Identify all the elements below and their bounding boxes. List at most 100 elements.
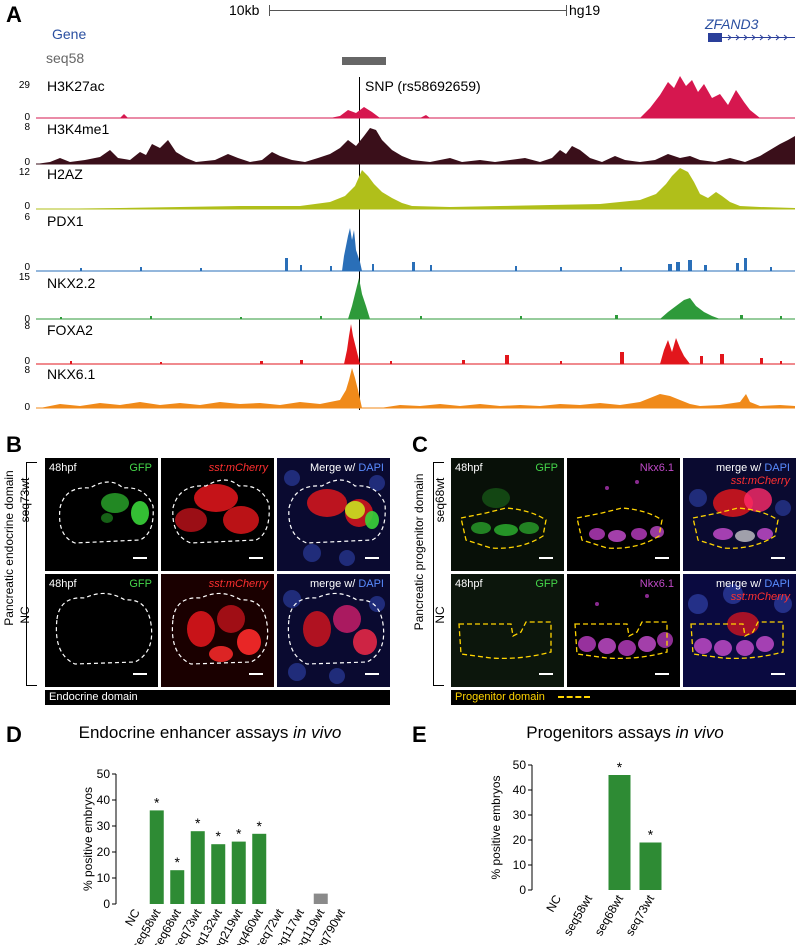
snp-label: SNP (rs58692659)	[365, 78, 481, 94]
gene-track-label: Gene	[52, 26, 87, 42]
nkx22-signal	[36, 278, 795, 320]
y-tick-label: 0	[103, 897, 110, 911]
b-row2-mcherry-image: sst:mCherry	[161, 574, 274, 687]
h3k4me1-signal	[36, 128, 795, 165]
y-tick-label: 0	[519, 883, 526, 897]
y-tick-label: 30	[513, 808, 527, 822]
track-label-h3k27ac: H3K27ac	[47, 78, 105, 94]
h2az-signal	[36, 168, 795, 210]
significance-marker: *	[175, 854, 181, 870]
x-tick-label: seq58wt	[561, 892, 596, 938]
panel-b-side-label: Pancreatic endocrine domain	[2, 470, 16, 626]
panel-c-side-label: Pancreatic progenitor domain	[412, 473, 426, 631]
track-label-h3k4me1: H3K4me1	[47, 121, 110, 137]
significance-marker: *	[216, 828, 222, 844]
y-tick-label: 10	[97, 871, 111, 885]
bar	[190, 831, 205, 904]
bar	[231, 841, 246, 904]
bar	[313, 893, 328, 904]
b-row2-gfp-image: 48hpf GFP	[45, 574, 158, 687]
significance-marker: *	[154, 794, 160, 810]
track-label-h2az: H2AZ	[47, 166, 83, 182]
panel-b-footer: Endocrine domain	[45, 690, 390, 705]
pdx1-signal	[36, 228, 795, 272]
scale-min-h2az: 0	[24, 201, 30, 212]
x-tick-label: NC	[543, 892, 564, 914]
y-axis-label: % positive embryos	[489, 775, 503, 879]
c-row1-gfp-image: 48hpf GFP	[451, 458, 564, 571]
significance-marker: *	[648, 827, 654, 843]
scale-max-h3k27ac: 29	[18, 80, 30, 91]
b-row1-merge-image: Merge w/ DAPI	[277, 458, 390, 571]
scale-bar-label: 10kb	[229, 2, 260, 18]
significance-marker: *	[617, 760, 623, 775]
progenitor-domain-legend-line	[557, 696, 590, 699]
seq-track-label: seq58	[46, 50, 85, 66]
scale-max-h3k4me1: 8	[24, 122, 30, 133]
bar	[211, 844, 226, 904]
y-tick-label: 30	[97, 819, 111, 833]
scale-max-foxa2: 8	[24, 321, 30, 332]
scale-min-nkx61: 0	[24, 402, 30, 413]
significance-marker: *	[257, 818, 263, 834]
b-row1-mcherry-image: sst:mCherry	[161, 458, 274, 571]
bar	[608, 775, 631, 890]
track-label-foxa2: FOXA2	[47, 322, 93, 338]
track-label-pdx1: PDX1	[47, 213, 84, 229]
panel-c-letter: C	[412, 432, 428, 457]
x-tick-label: seq73wt	[623, 892, 658, 938]
genome-build-label: hg19	[569, 2, 601, 18]
bar	[170, 870, 185, 904]
scale-min-foxa2: 0	[24, 356, 30, 367]
panel-d-title: Endocrine enhancer assays in vivo	[78, 723, 342, 742]
panel-b-letter: B	[6, 432, 22, 457]
scale-max-pdx1: 6	[24, 212, 30, 223]
bar	[252, 833, 267, 904]
scale-min-pdx1: 0	[24, 262, 30, 273]
x-tick-label: seq68wt	[592, 892, 627, 938]
b-row1-gfp-image: 48hpf GFP	[45, 458, 158, 571]
gene-model	[708, 33, 795, 42]
y-tick-label: 20	[97, 845, 111, 859]
y-tick-label: 50	[97, 767, 111, 781]
significance-marker: *	[236, 826, 242, 842]
panel-a-letter: A	[6, 2, 22, 27]
nkx61-signal	[36, 368, 795, 409]
c-row1-nkx61-image: Nkx6.1	[567, 458, 680, 571]
scale-min-h3k4me1: 0	[24, 157, 30, 168]
panel-c-row2-label: NC	[433, 606, 447, 624]
scale-min-h3k27ac: 0	[24, 112, 30, 123]
y-axis-label: % positive embryos	[81, 787, 95, 891]
scale-max-h2az: 12	[18, 167, 30, 178]
panel-c-row1-label: seq68wt	[433, 477, 447, 523]
seq58-region-bar	[342, 57, 386, 65]
track-label-nkx61: NKX6.1	[47, 366, 96, 382]
foxa2-signal	[36, 324, 795, 365]
bar	[639, 842, 662, 890]
panel-e-title: Progenitors assays in vivo	[526, 723, 724, 742]
c-row2-merge-image: merge w/ DAPI sst:mCherry	[683, 574, 796, 687]
c-row1-merge-image: merge w/ DAPI sst:mCherry	[683, 458, 796, 571]
snp-line	[359, 77, 360, 410]
track-label-nkx22: NKX2.2	[47, 275, 96, 291]
panel-b-row2-label: NC	[18, 606, 32, 624]
y-tick-label: 50	[513, 760, 527, 772]
c-row2-nkx61-image: Nkx6.1	[567, 574, 680, 687]
gene-name: ZFAND3	[705, 16, 759, 32]
scale-min-nkx22: 0	[24, 314, 30, 325]
y-tick-label: 40	[513, 783, 527, 797]
y-tick-label: 10	[513, 858, 527, 872]
panel-b-row1-label: seq73wt	[18, 477, 32, 523]
panel-e-letter: E	[412, 722, 427, 747]
panel-c-footer: Progenitor domain	[451, 690, 796, 705]
bar	[149, 810, 164, 904]
h3k27ac-signal	[36, 76, 795, 119]
y-tick-label: 20	[513, 833, 527, 847]
panel-d-letter: D	[6, 722, 22, 747]
significance-marker: *	[195, 815, 201, 831]
scale-bar	[269, 10, 566, 11]
scale-max-nkx22: 15	[18, 272, 30, 283]
chip-seq-tracks	[36, 76, 795, 409]
